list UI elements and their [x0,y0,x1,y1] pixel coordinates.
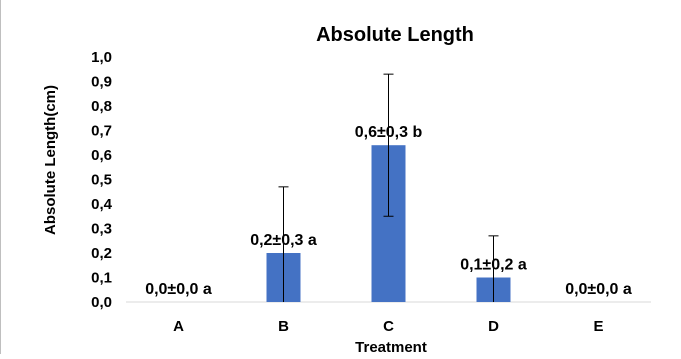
x-tick-label-B: B [278,318,289,335]
y-tick-label: 0,3 [91,221,112,238]
data-label-E: 0,0±0,0 a [565,281,632,298]
x-tick-label-C: C [383,318,394,335]
y-tick-label: 0,5 [91,172,112,189]
y-axis-ticks: 0,0 0,1 0,2 0,3 0,4 0,5 0,6 0,7 0,8 0,9 1,0 [91,49,113,311]
y-tick-label: 0,4 [91,196,113,213]
y-tick-label: 0,9 [91,74,112,91]
y-tick-label: 0,1 [91,270,112,287]
x-tick-label-A: A [173,318,184,335]
x-axis-label: Treatment [355,339,427,354]
y-tick-label: 0,6 [91,147,112,164]
y-tick-label: 1,0 [91,49,112,66]
data-label-A: 0,0±0,0 a [145,281,212,298]
error-bars [278,73,499,302]
y-tick-label: 0,8 [91,98,112,115]
data-label-D: 0,1±0,2 a [460,257,527,274]
x-tick-label-D: D [488,318,499,335]
x-axis-ticks: A B C D E [173,318,603,335]
chart-title: Absolute Length [316,24,474,46]
y-axis-label: Absolute Length(cm) [42,85,59,235]
x-tick-label-E: E [593,318,603,335]
data-label-B: 0,2±0,3 a [250,232,317,249]
y-tick-label: 0,7 [91,123,112,140]
data-labels: 0,0±0,0 a 0,2±0,3 a 0,6±0,3 b 0,1±0,2 a 0,0±… [145,124,632,298]
y-tick-label: 0,2 [91,245,112,262]
data-label-C: 0,6±0,3 b [355,124,423,141]
y-tick-label: 0,0 [91,294,112,311]
